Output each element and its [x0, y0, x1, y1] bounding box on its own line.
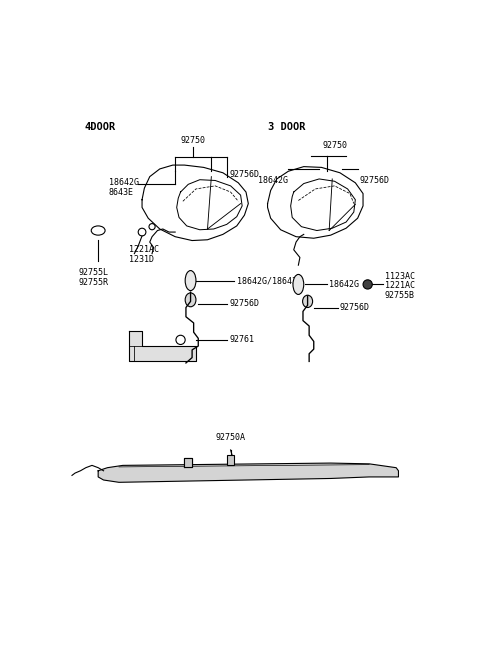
Text: 92750: 92750 [322, 141, 347, 150]
Text: 1221AC: 1221AC [129, 245, 159, 254]
Ellipse shape [302, 295, 312, 307]
Text: 92756D: 92756D [229, 299, 259, 308]
Text: 92755R: 92755R [78, 278, 108, 286]
Text: 18642G: 18642G [109, 178, 139, 187]
Text: 18642G: 18642G [258, 176, 288, 185]
Ellipse shape [293, 275, 304, 294]
Text: 92755L: 92755L [78, 268, 108, 277]
Text: 4DOOR: 4DOOR [84, 122, 116, 131]
Text: 18642G/18643E: 18642G/18643E [237, 276, 302, 285]
Text: 18642G: 18642G [329, 280, 359, 289]
Polygon shape [184, 458, 192, 467]
Circle shape [363, 280, 372, 289]
Text: 1221AC: 1221AC [384, 281, 415, 290]
Text: 92756D: 92756D [229, 170, 259, 179]
Ellipse shape [185, 271, 196, 290]
Text: 92755B: 92755B [384, 290, 415, 300]
Text: 92750: 92750 [180, 136, 205, 145]
Polygon shape [98, 463, 398, 482]
Text: 3 DOOR: 3 DOOR [267, 122, 305, 131]
Polygon shape [129, 330, 196, 361]
Text: 92750A: 92750A [216, 433, 246, 442]
Polygon shape [227, 455, 234, 465]
Text: 8643E: 8643E [109, 187, 134, 196]
Ellipse shape [185, 293, 196, 307]
Polygon shape [184, 458, 192, 467]
Text: 92756D: 92756D [340, 303, 370, 312]
Text: 92756D: 92756D [360, 176, 390, 185]
Text: 1231D: 1231D [129, 254, 154, 263]
Text: 92761: 92761 [229, 335, 254, 344]
Text: 1123AC: 1123AC [384, 272, 415, 281]
